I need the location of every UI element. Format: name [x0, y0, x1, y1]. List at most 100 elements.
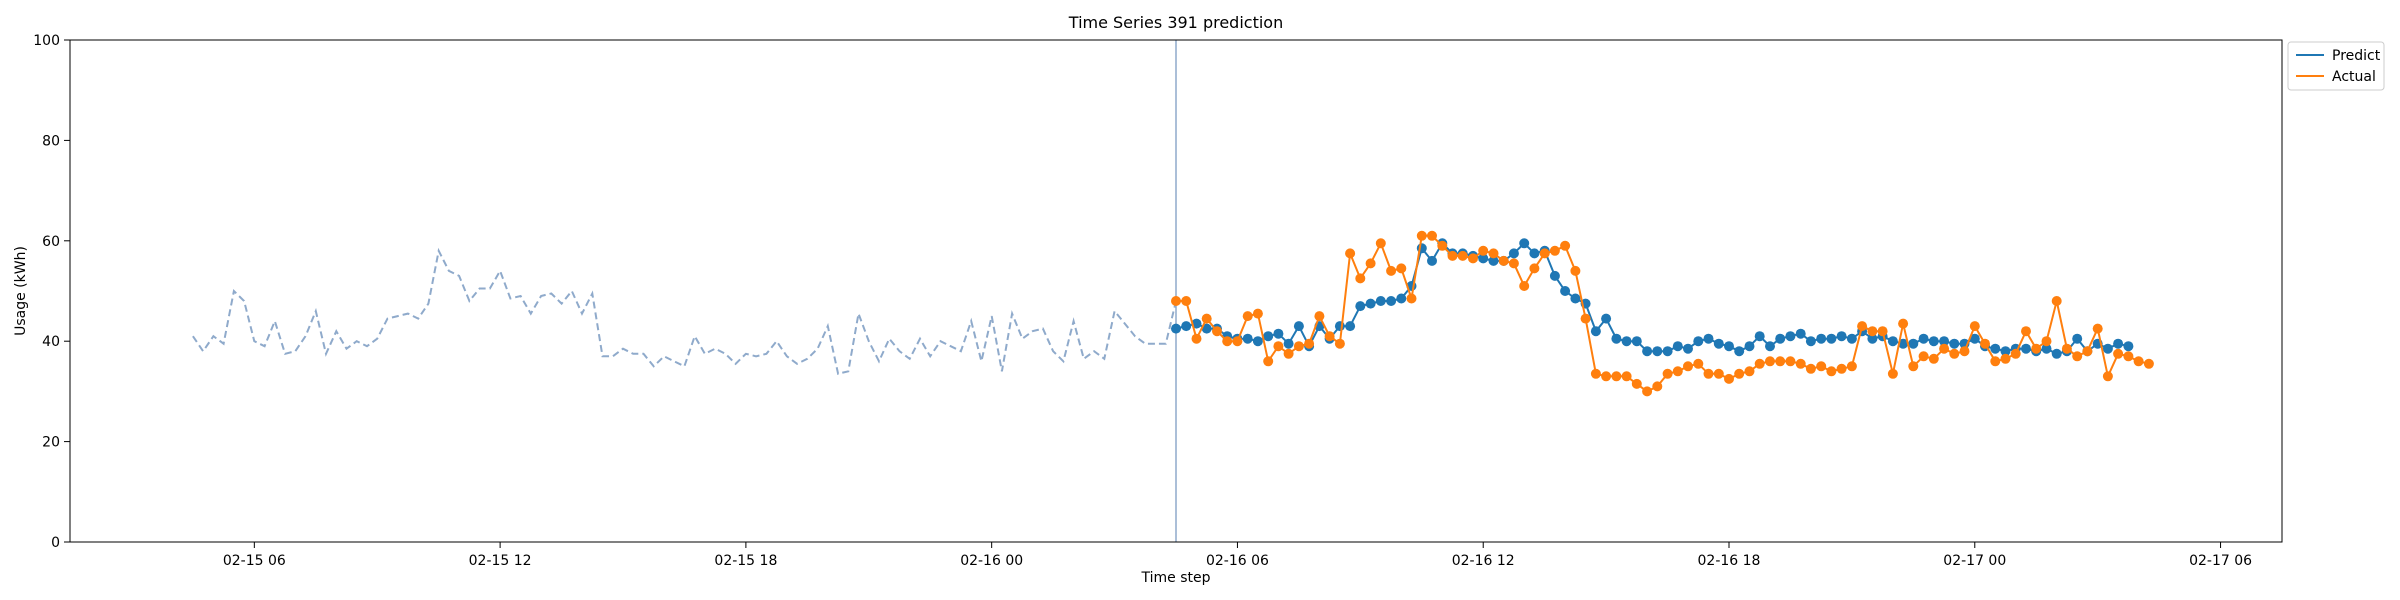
data-point-predict	[1836, 331, 1847, 342]
data-point-actual	[1816, 361, 1827, 372]
data-point-actual	[1887, 368, 1898, 379]
history-line	[192, 247, 1177, 376]
data-point-actual	[1959, 346, 1970, 357]
data-point-actual	[1570, 265, 1581, 276]
x-tick-label: 02-17 00	[1943, 553, 2006, 569]
data-point-actual	[2000, 353, 2011, 364]
data-point-predict	[1508, 248, 1519, 259]
data-point-actual	[1242, 311, 1253, 322]
data-point-actual	[2072, 351, 2083, 362]
x-tick-label: 02-17 06	[2189, 553, 2252, 569]
data-point-predict	[1560, 286, 1571, 296]
data-point-predict	[1263, 331, 1274, 342]
data-point-predict	[2123, 341, 2134, 352]
data-point-predict	[1703, 333, 1714, 344]
data-point-actual	[1252, 308, 1263, 319]
data-point-actual	[2061, 343, 2072, 354]
y-axis-label: Usage (kWh)	[13, 246, 29, 336]
x-tick-label: 02-16 18	[1698, 553, 1761, 569]
data-point-predict	[1171, 323, 1181, 334]
data-point-actual	[1754, 358, 1765, 369]
y-tick-label: 0	[51, 535, 60, 551]
data-point-predict	[1273, 328, 1284, 339]
data-point-predict	[1693, 336, 1704, 347]
data-point-actual	[1457, 250, 1468, 261]
data-point-predict	[1785, 331, 1796, 342]
data-point-actual	[1345, 248, 1356, 259]
data-point-predict	[2021, 343, 2031, 354]
data-point-actual	[1734, 368, 1745, 379]
data-point-predict	[1949, 338, 1960, 349]
data-point-predict	[1478, 253, 1489, 264]
legend-label-actual: Actual	[2332, 69, 2376, 85]
data-point-actual	[1693, 358, 1704, 369]
data-point-predict	[1887, 336, 1898, 347]
data-point-actual	[1611, 371, 1622, 382]
data-point-actual	[1785, 356, 1796, 367]
data-point-actual	[1652, 381, 1663, 392]
data-point-actual	[1181, 296, 1192, 306]
data-point-predict	[1181, 321, 1192, 332]
data-point-actual	[1232, 336, 1243, 347]
data-point-predict	[1529, 248, 1540, 259]
data-point-actual	[2041, 336, 2052, 347]
x-axis-label: Time step	[1141, 570, 1211, 586]
data-point-actual	[1355, 273, 1366, 284]
data-point-actual	[1662, 368, 1673, 379]
data-point-actual	[1724, 373, 1734, 384]
data-point-predict	[1662, 346, 1673, 357]
data-point-predict	[1590, 326, 1601, 337]
data-point-actual	[1365, 258, 1376, 269]
x-tick-label: 02-15 12	[469, 553, 532, 569]
data-point-actual	[1304, 338, 1315, 349]
data-point-actual	[1642, 386, 1653, 397]
data-point-predict	[2113, 338, 2124, 349]
data-point-predict	[1611, 333, 1622, 344]
x-axis: 02-15 06 02-15 12 02-15 18 02-16 00 02-16 06…	[223, 542, 2252, 569]
data-point-predict	[1765, 341, 1775, 352]
data-point-predict	[1724, 341, 1734, 352]
data-point-actual	[1898, 318, 1909, 329]
data-point-actual	[2021, 326, 2031, 337]
data-point-predict	[2102, 343, 2113, 354]
x-tick-label: 02-16 00	[960, 553, 1023, 569]
data-point-actual	[1519, 281, 1530, 291]
data-point-predict	[1242, 333, 1253, 344]
y-tick-label: 100	[33, 33, 60, 49]
data-point-predict	[1519, 238, 1530, 249]
data-point-actual	[2082, 346, 2093, 357]
data-point-predict	[1365, 298, 1376, 309]
data-point-actual	[1529, 263, 1540, 274]
data-point-actual	[1406, 293, 1417, 304]
data-point-predict	[1744, 341, 1755, 352]
data-point-predict	[1846, 333, 1857, 344]
data-point-predict	[1427, 255, 1437, 266]
legend: Predict Actual	[2287, 41, 2385, 91]
x-tick-label: 02-15 18	[714, 553, 777, 569]
data-point-predict	[1713, 338, 1724, 349]
data-point-predict	[1939, 336, 1950, 347]
y-tick-label: 80	[42, 133, 60, 149]
data-point-actual	[1703, 368, 1714, 379]
data-point-actual	[1990, 356, 2001, 367]
data-point-predict	[1631, 336, 1642, 347]
data-point-actual	[1857, 321, 1868, 332]
data-point-actual	[1283, 348, 1294, 359]
data-point-actual	[1478, 245, 1489, 256]
data-point-predict	[1826, 333, 1837, 344]
data-point-actual	[1263, 356, 1274, 367]
data-point-actual	[1826, 366, 1837, 377]
data-point-predict	[1683, 343, 1693, 354]
data-point-actual	[1191, 333, 1202, 344]
data-point-actual	[1539, 248, 1550, 259]
data-point-predict	[2072, 333, 2083, 344]
data-point-predict	[1918, 333, 1929, 344]
data-point-actual	[1877, 326, 1888, 337]
data-point-predict	[1908, 338, 1919, 349]
data-point-predict	[1775, 333, 1786, 344]
data-point-actual	[1549, 245, 1560, 256]
data-point-predict	[1386, 296, 1397, 306]
data-point-predict	[2051, 348, 2062, 359]
data-point-actual	[1775, 356, 1786, 367]
data-point-actual	[1468, 253, 1478, 264]
